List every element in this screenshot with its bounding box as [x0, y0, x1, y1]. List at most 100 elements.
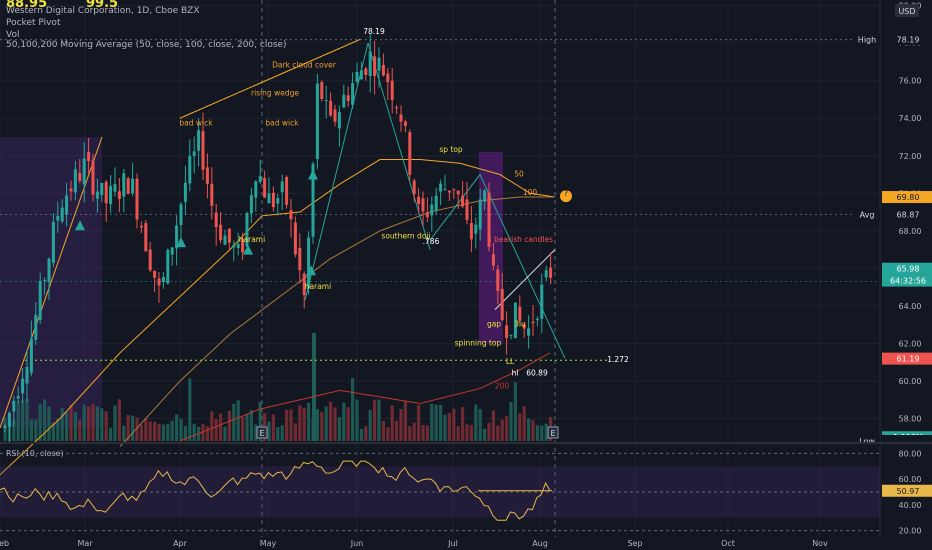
x-tick-label: May	[260, 539, 277, 548]
currency-badge[interactable]	[895, 4, 919, 17]
rsi-tick-label: 40.00	[899, 501, 922, 510]
rsi-tick-label: 80.00	[899, 449, 922, 458]
volume-bar	[258, 401, 262, 441]
volume-bar	[461, 407, 465, 441]
volume-bar	[192, 423, 196, 441]
candle-body	[469, 222, 473, 240]
rsi-pane[interactable]: 20.00 40.00 60.00 80.00 50.97 Feb Mar Apr May Jun…	[0, 442, 932, 548]
volume-bar	[531, 420, 535, 441]
annotation-label: .786	[423, 237, 440, 246]
candle-body	[386, 73, 390, 83]
volume-bar	[87, 406, 91, 441]
y-tick-label: 58.00	[899, 414, 922, 423]
volume-bar	[324, 406, 328, 441]
candle-body	[333, 109, 337, 122]
volume-bar	[425, 425, 429, 441]
volume-bar	[302, 407, 306, 441]
volume-bar	[403, 401, 407, 441]
earnings-marker	[547, 426, 559, 439]
candle-body	[197, 130, 201, 151]
candle-body	[87, 151, 91, 162]
candle-body	[390, 80, 394, 101]
price-label-box	[882, 352, 932, 365]
volume-bars	[3, 333, 553, 441]
volume-bar	[144, 418, 148, 441]
volume-bar	[359, 428, 363, 441]
x-tick-label: Aug	[532, 539, 548, 548]
candle-body	[157, 278, 161, 286]
volume-bar	[381, 421, 385, 441]
candle-body	[285, 177, 289, 205]
volume-bar	[16, 401, 20, 441]
volume-bar	[223, 426, 227, 441]
annotation-label: bad wick	[179, 119, 213, 128]
annotation-label: Dark cloud cover	[272, 61, 337, 70]
volume-bar	[342, 402, 346, 441]
candle-body	[210, 183, 214, 206]
volume-bar	[280, 425, 284, 441]
x-tick-label: Jun	[350, 539, 364, 548]
volume-bar	[153, 421, 157, 441]
volume-bar	[469, 424, 473, 441]
candle-body	[271, 192, 275, 208]
volume-bar	[483, 428, 487, 441]
volume-bar	[69, 404, 73, 441]
candle-body	[175, 225, 179, 249]
volume-bar	[456, 426, 460, 441]
price-axis[interactable]: 58.0060.0062.0064.0066.0068.0070.0072.00…	[854, 0, 932, 537]
legend-indicator-ma[interactable]: 50,100,200 Moving Average (50, close, 10…	[6, 40, 287, 50]
candle-body	[51, 222, 55, 263]
volume-bar	[447, 412, 451, 441]
candle-body	[192, 151, 196, 157]
trendline-wedge-bottom	[494, 249, 556, 310]
price-label-value: 68.87	[897, 210, 920, 219]
ma100-line	[119, 196, 555, 447]
candle-body	[456, 190, 460, 195]
candle-body	[139, 225, 143, 228]
volume-bar	[276, 427, 280, 441]
legend-indicator-vol[interactable]: Vol	[6, 30, 19, 40]
volume-bar	[315, 409, 319, 441]
candle-body	[535, 318, 539, 321]
volume-bar	[364, 426, 368, 441]
candle-body	[91, 160, 95, 195]
price-label-text: High	[858, 36, 876, 45]
candle-body	[183, 182, 187, 202]
candle-body	[311, 163, 315, 237]
candle-body	[188, 156, 192, 184]
rsi-tick-label: 60.00	[899, 475, 922, 484]
legend-indicator-pocket-pivot[interactable]: Pocket Pivot	[6, 18, 61, 28]
volume-bar	[544, 423, 548, 441]
annotation-label: 60.89	[526, 368, 548, 377]
rsi-value-box	[882, 484, 932, 497]
x-tick-label: Mar	[77, 539, 93, 548]
candle-body	[12, 400, 16, 412]
candle-body	[205, 167, 209, 184]
pocket-pivot-marker	[243, 244, 253, 255]
volume-bar	[285, 409, 289, 441]
volume-bar	[496, 425, 500, 441]
candle-body	[38, 280, 42, 320]
candle-body	[531, 321, 535, 324]
candle-body	[69, 188, 73, 192]
candle-body	[443, 189, 447, 191]
candle-body	[25, 367, 29, 384]
volume-bar	[337, 417, 341, 441]
volume-bar	[210, 411, 214, 441]
legend-symbol-title[interactable]: Western Digital Corporation, 1D, Cboe BZ…	[6, 6, 200, 16]
volume-bar	[38, 404, 42, 441]
volume-bar	[249, 410, 253, 441]
candle-body	[78, 172, 82, 181]
rsi-legend-title[interactable]: RSI (10, close)	[6, 449, 64, 458]
candle-body	[465, 199, 469, 220]
earnings-label: E	[259, 429, 264, 438]
candle-body	[148, 249, 152, 271]
candle-body	[267, 193, 271, 204]
volume-bar	[82, 404, 86, 441]
volume-bar	[214, 419, 218, 441]
candle-body	[430, 204, 434, 216]
volume-bar	[500, 419, 504, 441]
candle-body	[421, 198, 425, 212]
